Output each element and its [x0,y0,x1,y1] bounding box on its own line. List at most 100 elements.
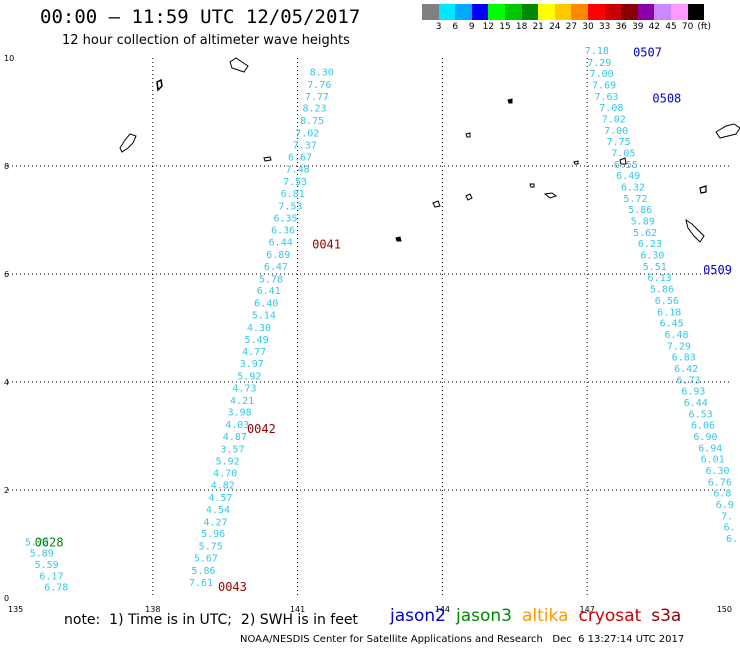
x-tick-label: 150 [717,605,732,614]
wave-height-value: 6.45 [660,319,684,330]
wave-height-value: 5.67 [194,554,218,565]
wave-height-value: 3.98 [228,408,252,419]
legend-label: 30 [582,22,594,32]
wave-height-value: 5.92 [216,456,240,467]
color-scale-legend [422,4,705,20]
credit-footer: NOAA/NESDIS Center for Satellite Applica… [240,634,685,645]
wave-height-value: 7.18 [585,46,609,57]
legend-swatch [504,4,522,20]
wave-height-value: 6.93 [681,387,705,398]
legend-label: 12 [482,22,495,32]
wave-height-value: 3.57 [220,444,244,455]
wave-height-value: 7.00 [590,69,614,80]
wave-height-value: 5.86 [191,566,215,577]
wave-height-value: 4.30 [247,323,271,334]
wave-height-value: 7.53 [278,201,302,212]
wave-height-values: 8.307.767.778.238.757.027.376.677.487.53… [25,46,738,594]
legend-swatch [687,4,705,20]
wave-height-value: 6.94 [698,443,722,454]
wave-height-value: 8.23 [302,104,326,115]
wave-height-value: 6.81 [281,189,305,200]
wave-height-value: 4.54 [206,505,230,516]
pass-time-label: 0043 [218,580,247,594]
legend-swatch [587,4,605,20]
legend-label: 42 [648,22,661,32]
wave-height-value: 6.18 [657,307,681,318]
mission-name: cryosat [578,606,642,626]
island [263,156,272,162]
island [156,78,163,92]
wave-height-value: 7.77 [305,92,329,103]
pass-time-label: 0042 [247,422,276,436]
wave-height-value: 6.55 [614,160,638,171]
pass-time-label: 0041 [312,237,341,251]
y-tick-label: 4 [4,378,9,387]
wave-height-value: 6.73 [677,375,701,386]
legend-label: 3 [435,22,442,32]
units-note: note: 1) Time is in UTC; 2) SWH is in fe… [64,612,358,628]
wave-height-value: 5.89 [30,549,54,560]
wave-height-value: 7.75 [607,137,631,148]
legend-swatch [422,4,439,20]
axis-tick-labels: 135 138 141 144 147 150 0 2 4 6 8 10 [4,54,732,614]
mission-name: jason2 [390,606,446,626]
legend-swatch [621,4,638,20]
x-tick-label: 144 [435,605,450,614]
wave-height-value: 6.41 [257,286,281,297]
wave-height-value: 5.14 [252,311,276,322]
wave-height-value: 6.40 [254,299,278,310]
wave-height-value: 6.90 [693,432,717,443]
wave-height-value: 6. [724,523,736,534]
island [529,183,535,188]
island [432,200,441,208]
wave-height-value: 7.29 [667,341,691,352]
legend-swatch [637,4,655,20]
wave-height-value: 7.29 [587,58,611,69]
wave-height-value: 6.32 [621,183,645,194]
wave-height-value: 5.62 [633,228,657,239]
wave-height-value: 4.82 [211,481,235,492]
wave-height-value: 7.02 [295,129,319,140]
legend-swatch [488,4,505,20]
wave-height-value: 5.75 [199,542,223,553]
x-tick-label: 141 [290,605,305,614]
wave-height-value: 6.44 [684,398,708,409]
legend-swatch [471,4,489,20]
legend-label: 9 [468,22,475,32]
wave-height-value: 6.76 [708,477,732,488]
wave-height-value: 5.86 [650,285,674,296]
island [507,98,513,104]
wave-height-value: 6.42 [674,364,698,375]
legend-label: 36 [615,22,627,32]
legend-label: 18 [515,22,528,32]
wave-height-value: 7.61 [189,578,213,589]
wave-height-value: 6.30 [705,466,729,477]
mission-name: s3a [651,606,682,626]
wave-height-value: 7.08 [599,103,623,114]
legend-swatch [554,4,572,20]
wave-height-value: 6.47 [264,262,288,273]
island [685,218,705,243]
wave-height-value: 5.49 [245,335,269,346]
wave-height-value: 5.89 [631,217,655,228]
island [543,192,558,199]
wave-height-value: 5.59 [35,560,59,571]
wave-height-value: 5.92 [237,372,261,383]
wave-height-value: 3.97 [240,359,264,370]
wave-height-value: 4.21 [230,396,254,407]
island [395,236,402,242]
legend-swatch [571,4,588,20]
wave-height-value: 7.69 [592,80,616,91]
legend-label: (ft) [697,22,711,32]
wave-height-value: 6.48 [664,330,688,341]
legend-label: 21 [532,22,544,32]
map-title: 00:00 – 11:59 UTC 12/05/2017 [40,6,361,28]
wave-height-value: 4.73 [232,383,256,394]
legend-swatch [538,4,555,20]
wave-height-value: 4.70 [213,469,237,480]
wave-height-value: 7.02 [602,114,626,125]
wave-height-value: 6.83 [672,353,696,364]
wave-height-value: 6.36 [271,226,295,237]
island [465,132,471,138]
